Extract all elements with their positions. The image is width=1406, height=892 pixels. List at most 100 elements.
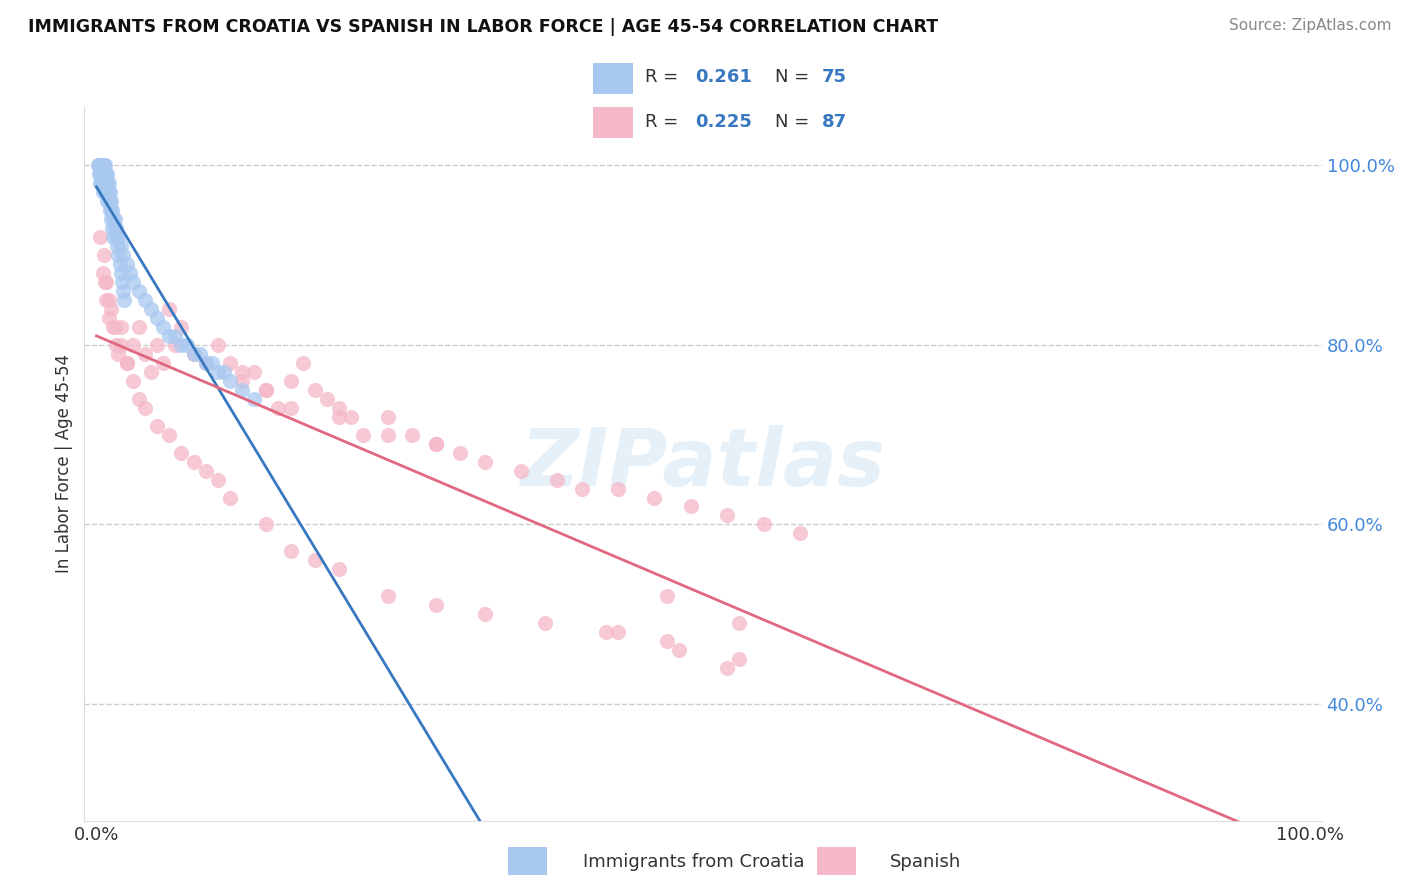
Point	[139, 365, 162, 379]
Bar	[593, 107, 633, 138]
Point	[679, 500, 702, 514]
Point	[165, 329, 187, 343]
Point	[100, 301, 122, 316]
Point	[157, 329, 180, 343]
Point	[112, 248, 135, 262]
Point	[510, 464, 533, 478]
Point	[94, 177, 117, 191]
Point	[108, 257, 131, 271]
Point	[267, 401, 290, 415]
Text: Spanish: Spanish	[890, 853, 962, 871]
Point	[534, 616, 557, 631]
Point	[183, 347, 205, 361]
Point	[595, 625, 617, 640]
Point	[201, 356, 224, 370]
Point	[94, 275, 117, 289]
Point	[96, 275, 118, 289]
Point	[401, 427, 423, 442]
Point	[328, 409, 350, 424]
Point	[115, 356, 138, 370]
Point	[105, 239, 128, 253]
Point	[134, 347, 156, 361]
Point	[103, 212, 125, 227]
Text: R =: R =	[645, 113, 685, 131]
Point	[183, 454, 205, 468]
Point	[112, 284, 135, 298]
Point	[97, 186, 120, 200]
Point	[103, 230, 125, 244]
Point	[104, 212, 127, 227]
Point	[340, 409, 363, 424]
Point	[107, 248, 129, 262]
Point	[146, 338, 169, 352]
Point	[425, 436, 447, 450]
Point	[87, 158, 110, 172]
Point	[89, 158, 111, 172]
Point	[668, 643, 690, 657]
Point	[728, 616, 751, 631]
Point	[89, 167, 111, 181]
Point	[107, 347, 129, 361]
Point	[243, 392, 266, 406]
Point	[328, 562, 350, 576]
Point	[96, 177, 118, 191]
Point	[96, 293, 118, 307]
Point	[93, 158, 115, 172]
Point	[107, 230, 129, 244]
Point	[194, 464, 217, 478]
Point	[90, 177, 112, 191]
Point	[134, 401, 156, 415]
Point	[110, 338, 132, 352]
Point	[104, 221, 127, 235]
Point	[90, 167, 112, 181]
Point	[110, 266, 132, 280]
Bar	[508, 847, 547, 875]
Bar	[593, 63, 633, 94]
Text: 0.261: 0.261	[695, 69, 752, 87]
Text: N =: N =	[775, 113, 815, 131]
Point	[474, 607, 496, 622]
Point	[134, 293, 156, 307]
Point	[643, 491, 665, 505]
Text: ZIPatlas: ZIPatlas	[520, 425, 886, 503]
Point	[94, 158, 117, 172]
Point	[86, 158, 108, 172]
Point	[91, 167, 114, 181]
Point	[104, 221, 127, 235]
Text: Immigrants from Croatia: Immigrants from Croatia	[583, 853, 806, 871]
Point	[607, 625, 630, 640]
Point	[94, 167, 117, 181]
Point	[122, 338, 145, 352]
Point	[425, 598, 447, 612]
Point	[101, 203, 124, 218]
Point	[128, 392, 150, 406]
Point	[280, 374, 302, 388]
Point	[96, 194, 118, 209]
Point	[146, 310, 169, 325]
Point	[97, 194, 120, 209]
Point	[291, 356, 314, 370]
Point	[89, 177, 111, 191]
Point	[120, 266, 142, 280]
Point	[280, 401, 302, 415]
Point	[716, 508, 738, 523]
Text: R =: R =	[645, 69, 685, 87]
Point	[546, 473, 568, 487]
Point	[100, 203, 122, 218]
Point	[128, 284, 150, 298]
Text: Source: ZipAtlas.com: Source: ZipAtlas.com	[1229, 18, 1392, 33]
Point	[103, 320, 125, 334]
Point	[377, 427, 399, 442]
Point	[254, 517, 277, 532]
Point	[93, 167, 115, 181]
Point	[87, 167, 110, 181]
Point	[111, 275, 134, 289]
Point	[254, 383, 277, 397]
Point	[97, 310, 120, 325]
Point	[170, 338, 193, 352]
Text: 75: 75	[821, 69, 846, 87]
Point	[91, 186, 114, 200]
Point	[716, 661, 738, 675]
Point	[789, 526, 811, 541]
Point	[231, 374, 253, 388]
